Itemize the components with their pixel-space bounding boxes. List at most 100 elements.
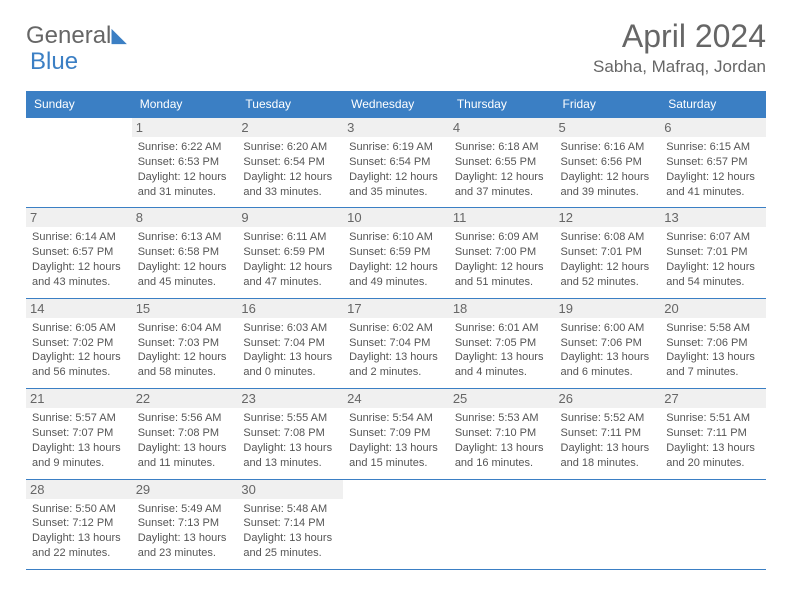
day-number: 18	[449, 299, 555, 318]
cell-dl2: and 20 minutes.	[666, 456, 760, 471]
cell-sunrise: Sunrise: 5:58 AM	[666, 321, 760, 336]
cell-sunset: Sunset: 7:05 PM	[455, 336, 549, 351]
cell-dl2: and 39 minutes.	[561, 185, 655, 200]
cell-dl1: Daylight: 13 hours	[243, 350, 337, 365]
cell-dl1: Daylight: 13 hours	[666, 441, 760, 456]
cell-dl1: Daylight: 13 hours	[349, 350, 443, 365]
location-subtitle: Sabha, Mafraq, Jordan	[593, 57, 766, 77]
title-block: April 2024 Sabha, Mafraq, Jordan	[593, 18, 766, 77]
cell-sunset: Sunset: 7:04 PM	[349, 336, 443, 351]
day-number: 4	[449, 118, 555, 137]
day-number: 15	[132, 299, 238, 318]
day-header: Friday	[555, 91, 661, 118]
cell-dl2: and 22 minutes.	[32, 546, 126, 561]
cell-dl2: and 9 minutes.	[32, 456, 126, 471]
calendar-cell-empty	[26, 118, 132, 208]
cell-sunset: Sunset: 6:59 PM	[243, 245, 337, 260]
cell-dl1: Daylight: 12 hours	[243, 170, 337, 185]
day-number: 19	[555, 299, 661, 318]
cell-dl2: and 41 minutes.	[666, 185, 760, 200]
cell-dl2: and 25 minutes.	[243, 546, 337, 561]
day-number-empty	[449, 480, 555, 499]
cell-sunset: Sunset: 7:11 PM	[561, 426, 655, 441]
cell-sunrise: Sunrise: 6:01 AM	[455, 321, 549, 336]
cell-dl2: and 37 minutes.	[455, 185, 549, 200]
calendar-week-row: 21Sunrise: 5:57 AMSunset: 7:07 PMDayligh…	[26, 389, 766, 479]
cell-sunset: Sunset: 7:06 PM	[561, 336, 655, 351]
calendar-cell-empty	[660, 479, 766, 569]
cell-dl1: Daylight: 13 hours	[561, 350, 655, 365]
cell-sunrise: Sunrise: 6:10 AM	[349, 230, 443, 245]
calendar-cell: 12Sunrise: 6:08 AMSunset: 7:01 PMDayligh…	[555, 208, 661, 298]
day-number: 29	[132, 480, 238, 499]
cell-dl1: Daylight: 12 hours	[243, 260, 337, 275]
calendar-cell: 25Sunrise: 5:53 AMSunset: 7:10 PMDayligh…	[449, 389, 555, 479]
cell-sunrise: Sunrise: 5:57 AM	[32, 411, 126, 426]
cell-sunset: Sunset: 7:08 PM	[138, 426, 232, 441]
cell-sunset: Sunset: 7:03 PM	[138, 336, 232, 351]
cell-dl2: and 35 minutes.	[349, 185, 443, 200]
cell-sunset: Sunset: 7:08 PM	[243, 426, 337, 441]
calendar-cell: 22Sunrise: 5:56 AMSunset: 7:08 PMDayligh…	[132, 389, 238, 479]
day-header-row: SundayMondayTuesdayWednesdayThursdayFrid…	[26, 91, 766, 118]
cell-dl2: and 15 minutes.	[349, 456, 443, 471]
cell-sunset: Sunset: 6:58 PM	[138, 245, 232, 260]
cell-sunset: Sunset: 7:00 PM	[455, 245, 549, 260]
calendar-cell: 4Sunrise: 6:18 AMSunset: 6:55 PMDaylight…	[449, 118, 555, 208]
calendar-cell: 24Sunrise: 5:54 AMSunset: 7:09 PMDayligh…	[343, 389, 449, 479]
day-number: 26	[555, 389, 661, 408]
cell-sunrise: Sunrise: 6:22 AM	[138, 140, 232, 155]
day-header: Monday	[132, 91, 238, 118]
cell-dl1: Daylight: 13 hours	[561, 441, 655, 456]
calendar-cell: 11Sunrise: 6:09 AMSunset: 7:00 PMDayligh…	[449, 208, 555, 298]
calendar-cell: 20Sunrise: 5:58 AMSunset: 7:06 PMDayligh…	[660, 298, 766, 388]
calendar-cell: 14Sunrise: 6:05 AMSunset: 7:02 PMDayligh…	[26, 298, 132, 388]
calendar-week-row: 28Sunrise: 5:50 AMSunset: 7:12 PMDayligh…	[26, 479, 766, 569]
calendar-cell-empty	[343, 479, 449, 569]
cell-sunset: Sunset: 7:12 PM	[32, 516, 126, 531]
day-number: 1	[132, 118, 238, 137]
cell-sunrise: Sunrise: 6:11 AM	[243, 230, 337, 245]
cell-sunrise: Sunrise: 5:49 AM	[138, 502, 232, 517]
cell-sunset: Sunset: 7:11 PM	[666, 426, 760, 441]
cell-dl2: and 2 minutes.	[349, 365, 443, 380]
cell-sunrise: Sunrise: 6:07 AM	[666, 230, 760, 245]
calendar-cell: 27Sunrise: 5:51 AMSunset: 7:11 PMDayligh…	[660, 389, 766, 479]
calendar-cell-empty	[555, 479, 661, 569]
calendar-week-row: 14Sunrise: 6:05 AMSunset: 7:02 PMDayligh…	[26, 298, 766, 388]
cell-dl1: Daylight: 13 hours	[349, 441, 443, 456]
cell-sunrise: Sunrise: 6:19 AM	[349, 140, 443, 155]
day-number: 7	[26, 208, 132, 227]
day-number: 28	[26, 480, 132, 499]
cell-sunset: Sunset: 7:10 PM	[455, 426, 549, 441]
cell-dl1: Daylight: 13 hours	[138, 441, 232, 456]
cell-dl2: and 6 minutes.	[561, 365, 655, 380]
calendar-cell: 7Sunrise: 6:14 AMSunset: 6:57 PMDaylight…	[26, 208, 132, 298]
cell-dl1: Daylight: 13 hours	[455, 350, 549, 365]
cell-dl1: Daylight: 13 hours	[138, 531, 232, 546]
cell-sunrise: Sunrise: 6:20 AM	[243, 140, 337, 155]
day-number: 13	[660, 208, 766, 227]
cell-dl1: Daylight: 12 hours	[349, 260, 443, 275]
day-number: 5	[555, 118, 661, 137]
cell-dl2: and 52 minutes.	[561, 275, 655, 290]
cell-sunrise: Sunrise: 6:16 AM	[561, 140, 655, 155]
cell-sunset: Sunset: 7:07 PM	[32, 426, 126, 441]
cell-sunset: Sunset: 7:09 PM	[349, 426, 443, 441]
calendar-cell: 1Sunrise: 6:22 AMSunset: 6:53 PMDaylight…	[132, 118, 238, 208]
cell-dl2: and 33 minutes.	[243, 185, 337, 200]
cell-sunset: Sunset: 7:06 PM	[666, 336, 760, 351]
cell-sunrise: Sunrise: 6:05 AM	[32, 321, 126, 336]
cell-dl2: and 11 minutes.	[138, 456, 232, 471]
cell-dl2: and 4 minutes.	[455, 365, 549, 380]
day-number: 14	[26, 299, 132, 318]
logo: General◢	[26, 18, 131, 49]
calendar-cell: 19Sunrise: 6:00 AMSunset: 7:06 PMDayligh…	[555, 298, 661, 388]
day-header: Tuesday	[237, 91, 343, 118]
cell-dl1: Daylight: 12 hours	[138, 260, 232, 275]
day-number: 20	[660, 299, 766, 318]
calendar-cell: 26Sunrise: 5:52 AMSunset: 7:11 PMDayligh…	[555, 389, 661, 479]
logo-text-1: General	[26, 24, 111, 48]
cell-sunrise: Sunrise: 6:03 AM	[243, 321, 337, 336]
cell-dl1: Daylight: 12 hours	[349, 170, 443, 185]
